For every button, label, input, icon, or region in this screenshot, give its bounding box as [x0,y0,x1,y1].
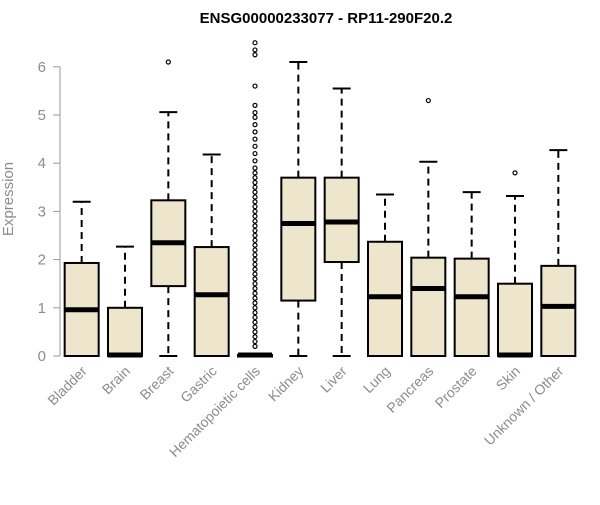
box-0 [63,200,100,357]
x-tick-label: Gastric [177,363,220,406]
outlier-point [252,122,258,128]
box-iqr [193,246,230,357]
box-1 [107,245,143,358]
y-axis-label: Expression [0,162,17,236]
outlier-point [252,213,258,219]
y-tick-label: 0 [38,348,46,365]
y-tick-label: 1 [38,300,46,317]
outlier-point [252,102,258,108]
outlier-point [252,300,258,306]
x-tick-label: Liver [317,363,350,396]
outlier-point [252,143,258,149]
x-tick-label: Breast [137,363,177,403]
outlier-point [252,334,258,340]
outlier-point [252,276,258,282]
box-iqr [410,256,447,357]
outlier-point [252,199,258,205]
outlier-point [252,184,258,190]
x-tick-label: Pancreas [383,363,436,416]
box-iqr [453,257,490,357]
outlier-point [252,266,258,272]
outlier-point [252,310,258,316]
outlier-point [252,223,258,229]
outlier-point [252,329,258,335]
outlier-point [252,281,258,287]
box-9 [453,191,490,357]
outlier-point [252,242,258,248]
outlier-point [252,228,258,234]
outlier-point [252,295,258,301]
outlier-point [252,150,258,157]
box-6 [323,87,360,357]
box-iqr [280,176,317,302]
outlier-point [252,261,258,268]
box-10 [497,170,533,358]
outlier-point [252,136,258,142]
outlier-point [512,170,518,176]
outlier-point [252,271,258,277]
outlier-point [252,83,258,89]
outlier-point [252,194,258,200]
outlier-point [252,114,258,121]
x-tick-label: Bladder [44,363,90,409]
box-11 [540,149,577,357]
x-tick-label: Prostate [432,363,480,411]
outlier-point [252,290,258,296]
outlier-point [165,59,171,65]
box-3 [193,153,230,357]
boxes-group [63,40,577,358]
outlier-point [252,52,258,58]
outlier-point [252,175,258,181]
outlier-point [252,47,258,53]
chart-title: ENSG00000233077 - RP11-290F20.2 [200,10,453,27]
outlier-point [252,218,258,224]
outlier-point [252,158,258,164]
outlier-point [252,338,258,345]
outlier-point [252,203,258,210]
outlier-point [252,247,258,253]
x-tick-label: Lung [360,363,393,396]
x-tick-label: Skin [493,363,524,394]
box-iqr [497,282,533,358]
y-tick-label: 5 [38,107,46,124]
box-4 [237,40,273,358]
outlier-point [252,40,258,46]
outlier-point [252,109,258,116]
outlier-point [252,129,258,135]
box-iqr [107,306,143,357]
outlier-point [252,319,258,325]
outlier-point [252,285,258,292]
outlier-point [425,97,431,104]
outlier-point [252,208,258,214]
outlier-point [252,257,258,263]
outlier-point [252,314,258,321]
outlier-point [252,189,258,195]
box-iqr [540,264,577,357]
box-7 [367,193,403,358]
outlier-point [252,343,258,349]
x-tick-label: Kidney [265,363,307,405]
y-tick-label: 2 [38,252,46,269]
box-8 [410,97,447,357]
box-5 [280,60,317,357]
y-tick-label: 3 [38,203,46,220]
outlier-point [252,305,258,311]
y-axis: 0 1 2 3 4 5 6 [38,59,61,365]
outlier-point [252,232,258,239]
y-tick-label: 4 [38,155,46,172]
outlier-point [252,324,258,330]
y-tick-label: 6 [38,59,46,76]
x-tick-label: Unknown / Other [481,363,567,449]
outlier-point [252,237,258,243]
box-2 [150,59,187,357]
outlier-point [252,170,258,176]
outlier-point [252,179,258,186]
outlier-point [252,165,258,171]
outlier-point [252,252,258,258]
x-tick-label: Brain [99,363,133,397]
